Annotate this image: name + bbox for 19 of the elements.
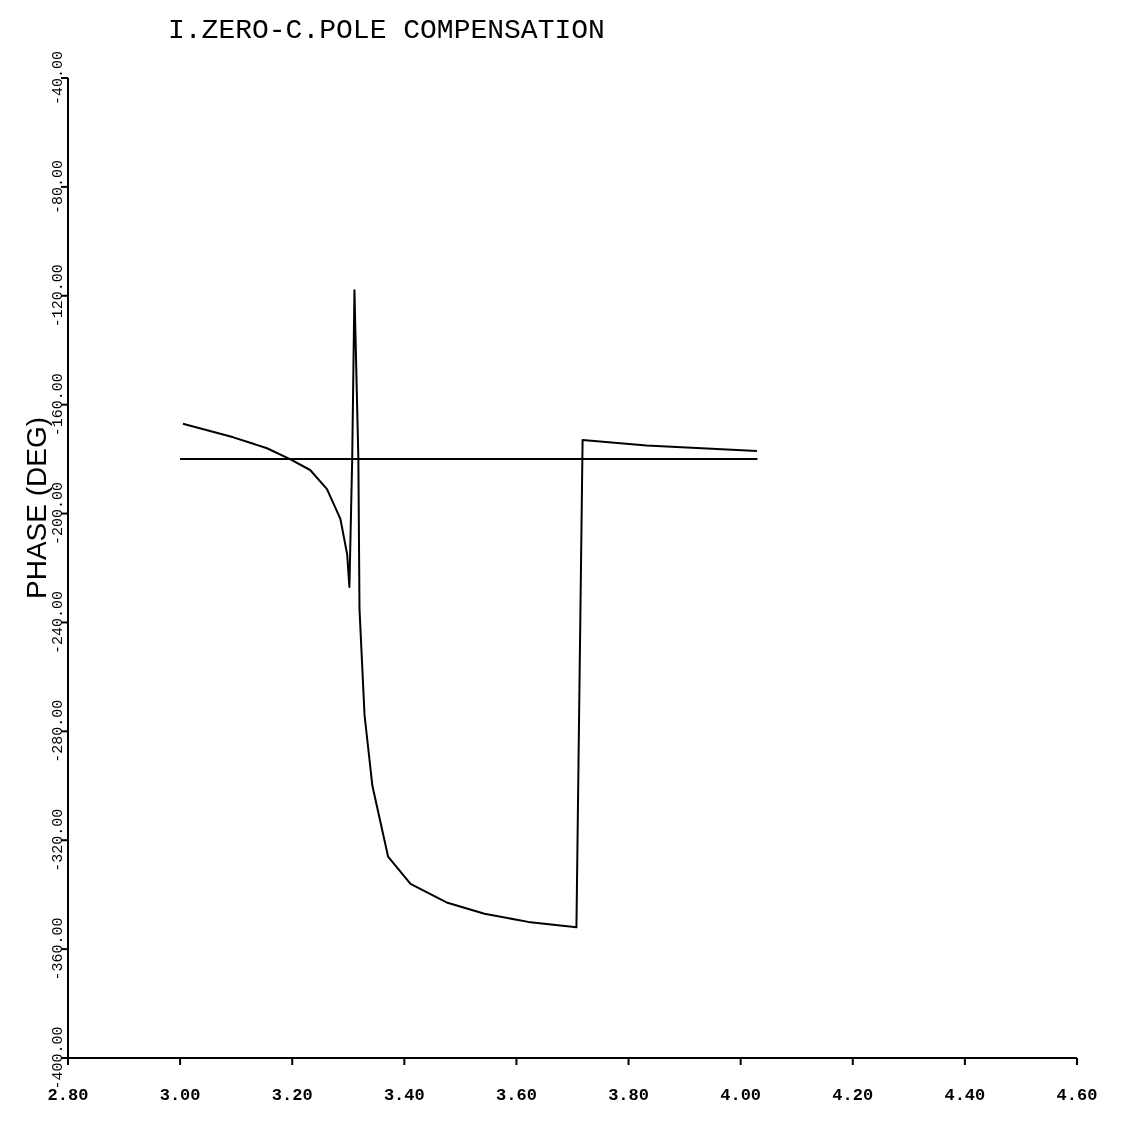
x-tick-label: 3.80 <box>608 1086 649 1105</box>
chart-title: I.ZERO-C.POLE COMPENSATION <box>168 15 605 46</box>
x-tick-label: 4.40 <box>944 1086 986 1105</box>
x-tick-label: 4.00 <box>720 1086 762 1105</box>
x-tick-label: 3.20 <box>271 1086 313 1105</box>
y-tick-label: -240.00 <box>50 590 67 654</box>
y-tick-label: -320.00 <box>50 808 67 872</box>
x-tick-label: 3.60 <box>496 1086 537 1105</box>
y-axis-title: PHASE (DEG) <box>21 416 52 600</box>
y-tick-label: -80.00 <box>50 159 67 214</box>
line-series <box>181 289 758 929</box>
y-tick-label: -120.00 <box>50 264 67 328</box>
x-tick-label: 3.40 <box>383 1086 425 1105</box>
y-tick-label: -40.00 <box>50 50 67 106</box>
y-tick-label: -280.00 <box>50 699 67 763</box>
y-tick-label: -360.00 <box>50 917 67 981</box>
x-tick-label: 3.00 <box>159 1086 201 1105</box>
x-tick-label: 4.20 <box>832 1086 874 1105</box>
x-tick-label: 4.60 <box>1056 1086 1098 1105</box>
